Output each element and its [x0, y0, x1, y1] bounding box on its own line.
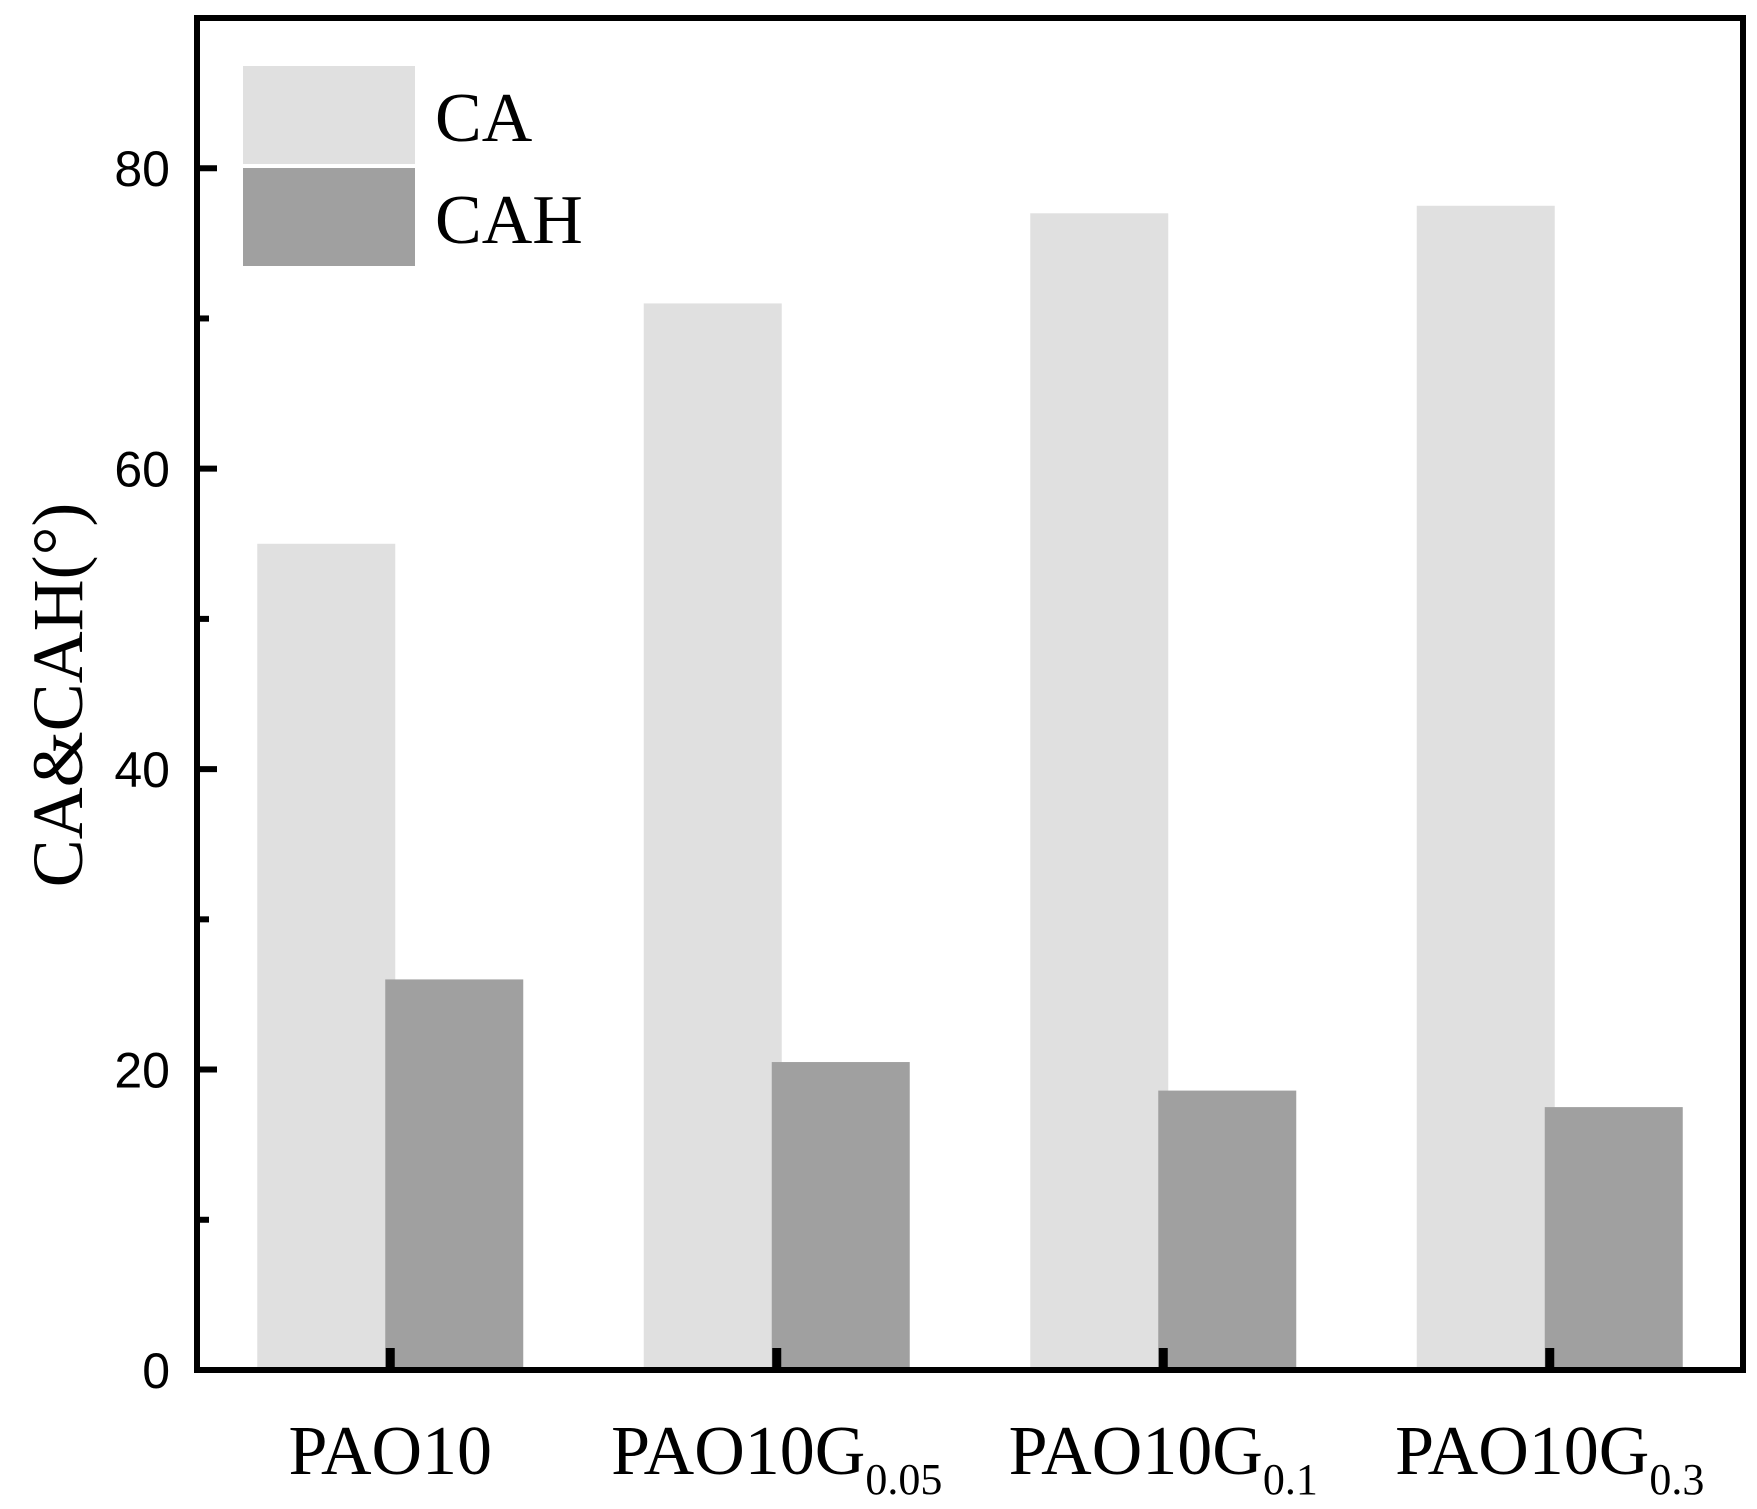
- x-tick-label-4: PAO10G0.3: [1395, 1413, 1704, 1504]
- plot-frame: [194, 15, 1746, 1373]
- x-tick-label-2: PAO10G0.05: [611, 1413, 942, 1504]
- bar-ca-4: [1416, 205, 1555, 1370]
- y-axis-label: CA&CAH(°): [18, 503, 98, 888]
- legend-swatch-ca: [243, 66, 415, 164]
- y-tick-label-20: 20: [114, 1043, 170, 1099]
- y-tick-label-80: 80: [114, 141, 170, 197]
- bar-ca-3: [1030, 213, 1169, 1370]
- legend: CA CAH: [243, 66, 583, 266]
- x-tick-label-3: PAO10G0.1: [1009, 1413, 1318, 1504]
- y-tick-label-40: 40: [114, 742, 170, 798]
- bar-cah-2: [771, 1062, 910, 1370]
- bar-cah-3: [1158, 1090, 1297, 1370]
- bar-ca-1: [257, 543, 396, 1370]
- bar-cah-1: [385, 979, 524, 1370]
- legend-label-ca: CA: [435, 80, 533, 157]
- y-tick-label-60: 60: [114, 442, 170, 498]
- bars-layer: [257, 205, 1683, 1370]
- y-tick-label-0: 0: [142, 1343, 170, 1399]
- legend-label-cah: CAH: [435, 182, 583, 259]
- axis-ticks: PAO10 PAO10G0.05 PAO10G0.1 PAO10G0.3 0 20 40 60…: [114, 141, 1704, 1504]
- bar-ca-2: [643, 303, 782, 1370]
- x-tick-label-1: PAO10: [288, 1413, 492, 1490]
- legend-swatch-cah: [243, 168, 415, 266]
- bar-cah-4: [1544, 1107, 1683, 1370]
